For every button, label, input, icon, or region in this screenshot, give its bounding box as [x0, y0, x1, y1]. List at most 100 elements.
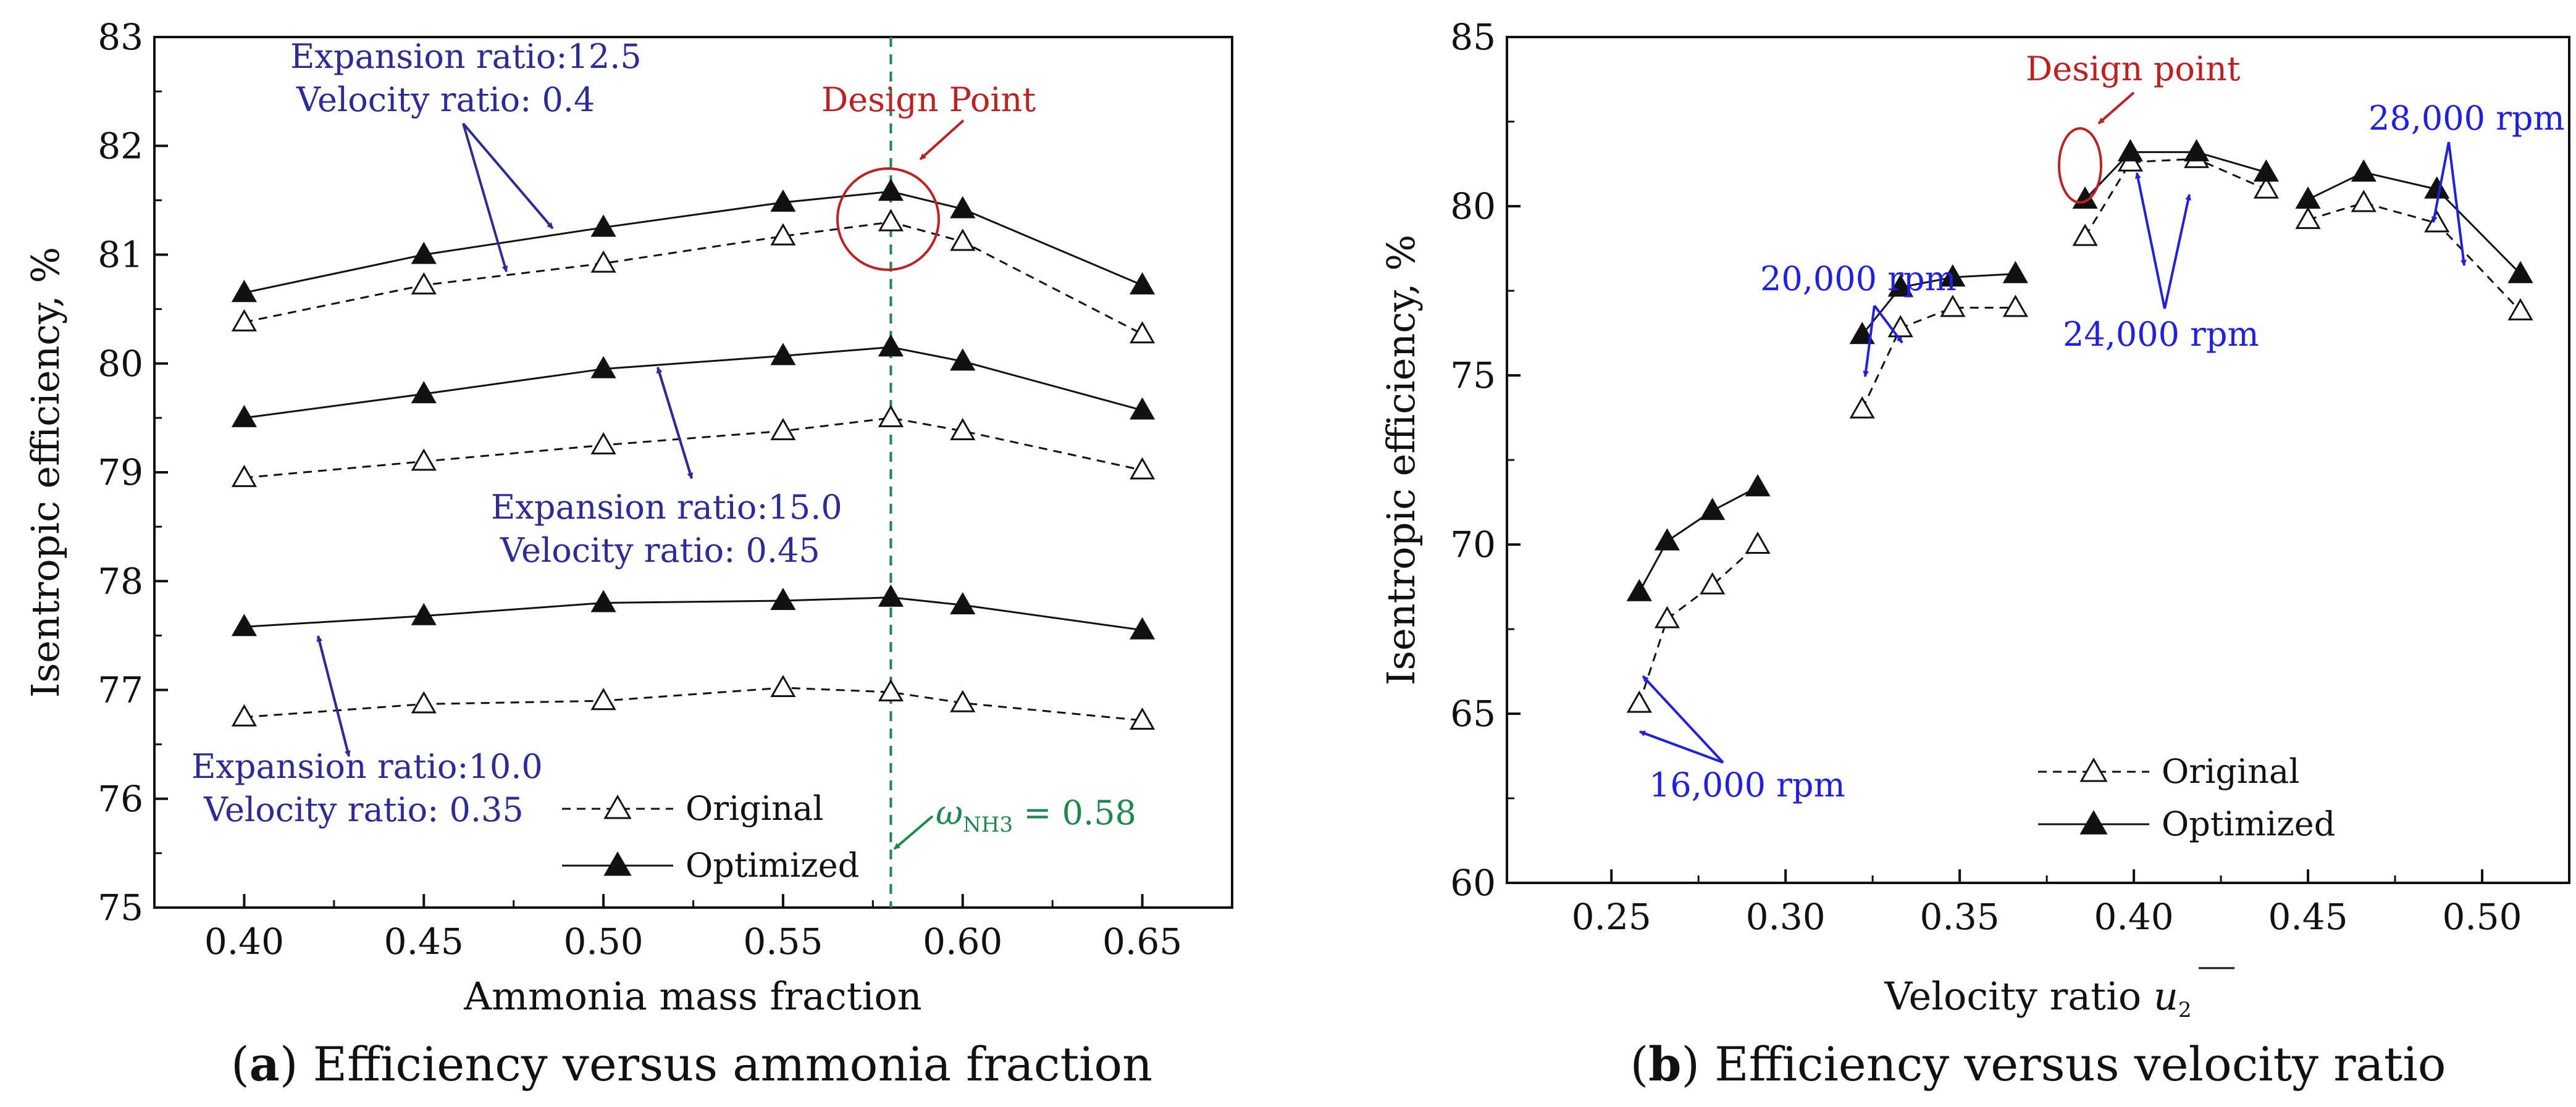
panel-a-er125-arrow-1 [462, 122, 554, 230]
panel-b-series-optimized-line [1861, 273, 2016, 336]
panel-a-optimized-point [411, 381, 437, 404]
panel-a-original-point [950, 690, 976, 712]
panel-b-series-original-line [2307, 201, 2522, 312]
panel-a-er125-arrow-2 [462, 123, 508, 272]
panel-a-optimized-point [1129, 617, 1156, 640]
panel-b-24000rpm-label: 24,000 rpm [2063, 315, 2259, 354]
panel-a-optimized-point [770, 343, 796, 366]
panel-b-y-axis-title: Isentropic efficiency, % [1378, 235, 1424, 685]
panel-a-legend: Original Optimized [562, 789, 859, 885]
panel-a-original-point [950, 228, 976, 251]
panel-b-series-original-line [1638, 543, 1759, 704]
panel-b-optimized-point [1745, 474, 1771, 496]
panel-b-original-point [1849, 396, 1875, 419]
panel-a-original-point [1129, 321, 1156, 344]
panel-a-optimized-point [590, 214, 616, 237]
panel-a-y-axis-title: Isentropic efficiency, % [23, 247, 68, 698]
panel-a-original-point [590, 688, 616, 711]
legend-b-optimized-label: Optimized [2162, 804, 2335, 843]
panel-b-x-tick-label: 0.50 [2442, 896, 2522, 938]
panel-a-series-layer [231, 178, 1156, 730]
panel-b-series-original-line [2084, 157, 2267, 238]
panel-a-optimized-point [770, 587, 796, 610]
legend-a-original-marker [603, 794, 632, 819]
panel-b-28000rpm-label: 28,000 rpm [2368, 99, 2565, 138]
panel-a-optimized-point [1129, 397, 1156, 420]
panel-b-x-tick-label: 0.25 [1572, 896, 1651, 938]
panel-a-original-point [231, 464, 258, 487]
panel-b-x-tick-label: 0.45 [2268, 896, 2347, 938]
panel-b-20000rpm-label: 20,000 rpm [1760, 259, 1957, 298]
legend-b-optimized-marker [2079, 809, 2108, 835]
panel-b-24000rpm-arrow-1 [2134, 172, 2166, 309]
panel-a-vr04-label: Velocity ratio: 0.4 [296, 80, 595, 119]
panel-a-series-original-line [244, 221, 1143, 335]
panel-b-original-point [2072, 223, 2098, 246]
panel-a-y-tick-label: 79 [98, 451, 143, 493]
panel-a-original-point [1129, 707, 1156, 730]
panel-b-y-tick-label: 65 [1450, 693, 1496, 735]
panel-a-optimized-point [590, 590, 616, 612]
panel-a-x-tick-label: 0.65 [1102, 921, 1182, 963]
panel-b-series-optimized-line [1638, 486, 1758, 593]
panel-b-16000rpm-arrow-2 [1639, 730, 1724, 764]
panel-a-optimized-point [950, 592, 976, 615]
panel-a-y-tick-label: 77 [98, 669, 143, 711]
panel-a-x-tick-label: 0.40 [204, 921, 284, 963]
panel-b-axes-layer: 0.25 0.30 0.35 0.40 0.45 0.50 60 65 70 75 80 85 [1450, 16, 2522, 938]
legend-a-optimized-marker [603, 851, 632, 876]
panel-a-er150-label: Expansion ratio:15.0 [491, 488, 842, 527]
panel-a-y-tick-label: 78 [98, 560, 143, 602]
panel-a-series-original-line [244, 687, 1143, 722]
panel-a-vr035-label: Velocity ratio: 0.35 [203, 790, 524, 829]
panel-b-legend: Original Optimized [2038, 752, 2335, 843]
panel-a-optimized-point [590, 356, 616, 378]
legend-a-original-label: Original [686, 789, 823, 828]
panel-b-y-tick-label: 70 [1450, 524, 1496, 566]
panel-a-original-point [770, 674, 796, 697]
panel-a-x-tick-label: 0.55 [743, 921, 823, 963]
panel-a-vr045-label: Velocity ratio: 0.45 [500, 531, 820, 570]
panel-b-20000rpm-arrow-1 [1873, 304, 1903, 344]
panel-a-original-point [411, 272, 437, 295]
panel-b-y-tick-label: 85 [1450, 16, 1496, 58]
panel-b-16000rpm-label: 16,000 rpm [1649, 766, 1845, 804]
panel-a-optimized-point [231, 404, 258, 427]
panel-a-design-point-label: Design Point [821, 80, 1036, 119]
panel-a-omega-label: ωNH3 = 0.58 [936, 793, 1136, 837]
panel-b-series-optimized-line [2084, 151, 2267, 201]
panel-b-original-point [1887, 315, 1913, 338]
panel-b-optimized-point [1849, 322, 1875, 345]
panel-b-x-tick-label: 0.35 [1920, 896, 2000, 938]
panel-a-original-point [1129, 457, 1156, 480]
panel-a-y-tick-label: 80 [98, 343, 143, 385]
panel-a-er125-label: Expansion ratio:12.5 [290, 37, 642, 76]
panel-b-original-point [2002, 295, 2028, 317]
panel-a-er150-arrow-2 [657, 367, 694, 479]
panel-b-optimized-point [2295, 186, 2321, 209]
panel-b-series-original-line [1861, 306, 2016, 410]
panel-b-x-tick-label: 0.30 [1746, 896, 1826, 938]
panel-b-design-point-ellipse [2058, 127, 2102, 204]
panel-b-optimized-point [2184, 139, 2210, 162]
panel-a-original-point [411, 691, 437, 714]
legend-a-optimized-label: Optimized [686, 846, 859, 885]
panel-a-y-tick-label: 82 [98, 125, 143, 167]
panel-a-original-point [590, 250, 616, 273]
panel-b-original-point [1745, 531, 1771, 554]
panel-a-omega-arrow [893, 815, 934, 850]
panel-a-y-tick-label: 75 [98, 887, 143, 929]
panel-b-original-point [1654, 606, 1680, 629]
panel-a-series-optimized-line [244, 190, 1143, 294]
panel-b-original-point [2253, 176, 2279, 199]
panel-b-optimized-point [2351, 159, 2377, 182]
panel-b-design-point-label: Design point [2026, 49, 2241, 88]
panel-b-y-tick-label: 60 [1450, 862, 1496, 904]
panel-a-original-point [590, 432, 616, 454]
panel-a-original-point [231, 704, 258, 727]
panel-b-y-tick-label: 80 [1450, 185, 1496, 227]
panel-b-24000rpm-arrow-2 [2163, 194, 2191, 309]
panel-b-chart: 0.25 0.30 0.35 0.40 0.45 0.50 60 65 70 75 80 85 Vel… [1378, 16, 2570, 1092]
panel-b-caption: (b) Efficiency versus velocity ratio [1630, 1037, 2446, 1092]
